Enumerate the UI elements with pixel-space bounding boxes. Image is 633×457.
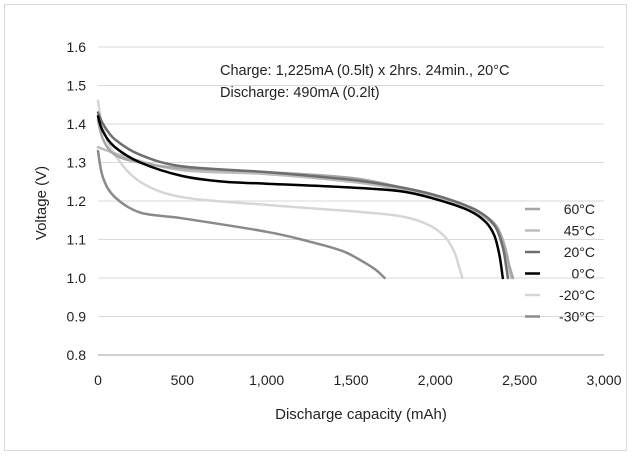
legend-label: 45°C [564, 223, 595, 239]
y-tick-label: 1.5 [67, 78, 87, 94]
y-tick-label: 1.0 [67, 270, 87, 286]
y-tick-label: 1.1 [67, 232, 87, 248]
chart-frame [4, 4, 627, 451]
series-line-5 [96, 149, 386, 280]
x-tick-label: 0 [94, 372, 102, 388]
x-axis-title: Discharge capacity (mAh) [275, 406, 447, 423]
x-tick-label: 2,000 [418, 372, 453, 388]
gridlines [98, 46, 604, 356]
y-tick-label: 1.3 [67, 155, 87, 171]
y-tick-label: 0.9 [67, 309, 87, 325]
x-tick-label: 1,000 [249, 372, 284, 388]
y-tick-label: 1.4 [67, 116, 87, 132]
legend-label: -30°C [559, 309, 595, 325]
series-lines [96, 99, 515, 280]
x-tick-label: 2,500 [502, 372, 537, 388]
x-tick-label: 500 [171, 372, 195, 388]
legend-label: -20°C [559, 287, 595, 303]
legend-label: 20°C [564, 244, 595, 260]
y-axis: 0.8 0.9 1.0 1.1 1.2 1.3 1.4 1.5 1.6 [67, 39, 87, 363]
y-axis-title: Voltage (V) [33, 166, 50, 240]
annotation-charge: Charge: 1,225mA (0.5lt) x 2hrs. 24min., … [220, 63, 510, 79]
legend: 60°C 45°C 20°C 0°C -20°C -30°C [525, 201, 595, 325]
series-line-3 [96, 115, 505, 280]
x-tick-label: 1,500 [333, 372, 368, 388]
legend-label: 0°C [572, 266, 596, 282]
y-tick-label: 1.2 [67, 193, 87, 209]
series-line-4 [96, 99, 464, 280]
legend-label: 60°C [564, 201, 595, 217]
y-tick-label: 0.8 [67, 347, 87, 363]
y-tick-label: 1.6 [67, 39, 87, 55]
x-axis: 0 500 1,000 1,500 2,000 2,500 3,000 [94, 372, 622, 388]
x-tick-label: 3,000 [586, 372, 621, 388]
series-line-2 [96, 111, 510, 280]
annotation-discharge: Discharge: 490mA (0.2lt) [220, 85, 380, 101]
